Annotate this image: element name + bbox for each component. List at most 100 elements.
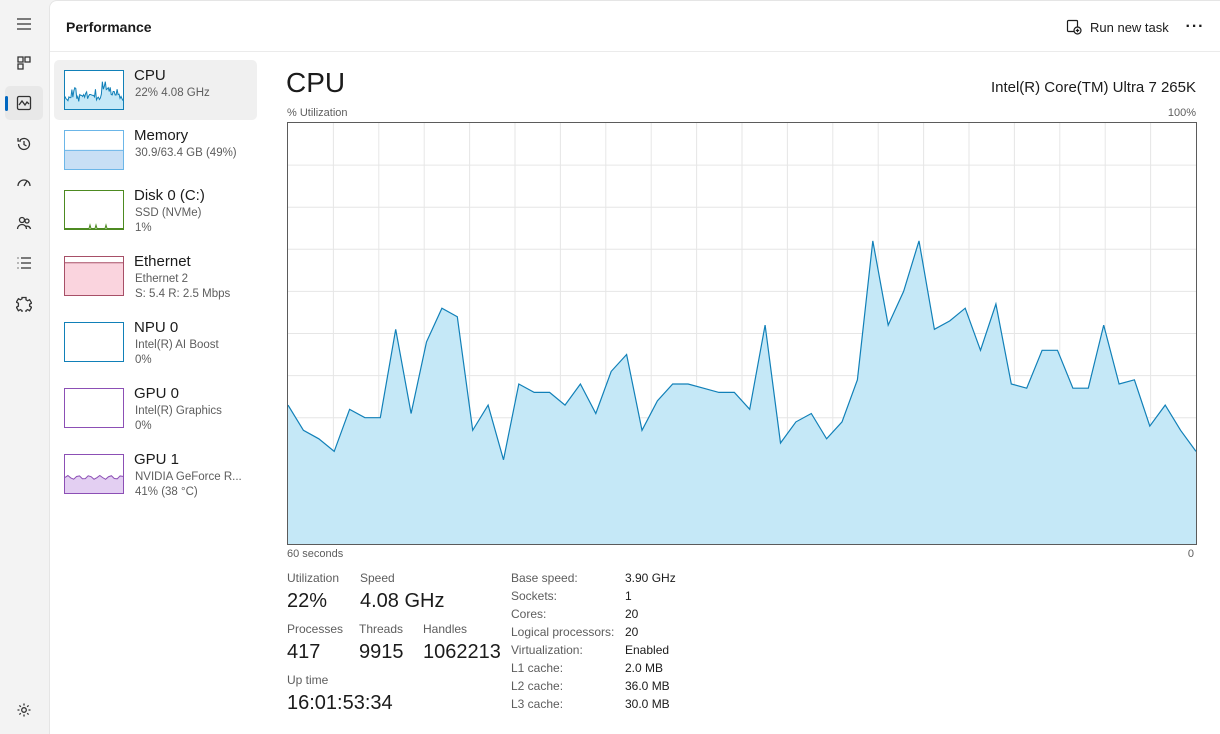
main-panel: Performance Run new task ··· CPU 22% 4.08…: [49, 0, 1220, 734]
spec-label: Base speed:: [511, 571, 578, 585]
spec-label: Cores:: [511, 607, 547, 621]
header: Performance Run new task ···: [50, 1, 1220, 52]
nav-startup-apps[interactable]: [5, 166, 43, 200]
sparkline-line: [65, 474, 123, 480]
device-detail: Ethernet 2: [135, 273, 189, 285]
startup-apps-icon: [17, 179, 31, 187]
device-detail-secondary: S: 5.4 R: 2.5 Mbps: [135, 288, 231, 300]
device-name: CPU: [134, 67, 166, 84]
device-detail: Intel(R) Graphics: [135, 405, 222, 417]
device-sparkline: [65, 323, 123, 361]
services-icon: [16, 296, 32, 312]
spec-value: 20: [625, 625, 639, 639]
device-thumbnail: [64, 256, 124, 296]
device-detail: 22% 4.08 GHz: [135, 87, 210, 99]
users-icon: [16, 216, 32, 230]
cpu-usage-area: [288, 240, 1196, 544]
more-options-icon: ···: [1185, 18, 1205, 35]
device-item-memory[interactable]: Memory 30.9/63.4 GB (49%): [54, 120, 257, 180]
spec-label: Sockets:: [511, 589, 558, 603]
device-name: NPU 0: [134, 319, 179, 336]
device-detail: 30.9/63.4 GB (49%): [135, 147, 237, 159]
spec-label: L1 cache:: [511, 661, 564, 675]
sparkline-area: [65, 81, 123, 109]
sparkline-line: [65, 81, 123, 102]
sparkline-area: [65, 150, 123, 169]
spec-value: 36.0 MB: [625, 679, 670, 693]
uptime-label: Up time: [287, 673, 329, 687]
device-item-npu-0[interactable]: NPU 0 Intel(R) AI Boost 0%: [54, 312, 257, 372]
cpu-utilization-graph: [287, 122, 1197, 545]
nav-services[interactable]: [5, 287, 43, 321]
page-title: Performance: [66, 19, 152, 35]
device-detail: Intel(R) AI Boost: [135, 339, 219, 351]
device-detail-secondary: 0%: [135, 420, 152, 432]
device-detail-secondary: 0%: [135, 354, 152, 366]
device-item-disk-0-c[interactable]: Disk 0 (C:) SSD (NVMe) 1%: [54, 180, 257, 240]
spec-value: 3.90 GHz: [625, 571, 676, 585]
y-max-label: 100%: [1167, 107, 1196, 119]
nav-details[interactable]: [5, 246, 43, 280]
device-sparkline: [65, 474, 123, 493]
sparkline-area: [65, 262, 123, 295]
app-history-icon: [17, 137, 31, 151]
device-name: GPU 1: [134, 451, 180, 468]
y-axis-label: % Utilization: [287, 107, 348, 119]
utilization-label: Utilization: [287, 571, 340, 585]
more-options-button[interactable]: ···: [1184, 14, 1206, 40]
x-left-label: 60 seconds: [287, 548, 344, 560]
device-item-ethernet[interactable]: Ethernet Ethernet 2 S: 5.4 R: 2.5 Mbps: [54, 246, 257, 306]
performance-icon: [16, 95, 32, 111]
nav-processes[interactable]: [5, 46, 43, 80]
spec-value: 30.0 MB: [625, 697, 670, 711]
processes-label: Processes: [287, 622, 344, 636]
details-icon: [17, 257, 31, 269]
nav-settings[interactable]: [5, 693, 43, 727]
run-new-task-label: Run new task: [1090, 19, 1169, 35]
device-detail-secondary: 41% (38 °C): [135, 486, 198, 498]
spec-value: 1: [625, 589, 632, 603]
cpu-title: CPU: [286, 67, 346, 98]
x-right-label: 0: [1187, 548, 1194, 560]
processes-icon: [17, 56, 31, 70]
handles-value: 1062213: [423, 641, 501, 663]
device-thumbnail: [64, 190, 124, 230]
device-detail: NVIDIA GeForce R...: [135, 471, 242, 483]
nav-app-history[interactable]: [5, 127, 43, 161]
device-name: Ethernet: [134, 253, 191, 270]
uptime-value: 16:01:53:34: [287, 692, 393, 714]
run-new-task-button[interactable]: Run new task: [1060, 14, 1175, 40]
spec-value: 2.0 MB: [625, 661, 664, 675]
spec-value: 20: [625, 607, 639, 621]
cpu-model: Intel(R) Core(TM) Ultra 7 265K: [990, 79, 1196, 96]
sparkline-line: [65, 223, 123, 229]
device-detail-secondary: 1%: [135, 222, 152, 234]
spec-label: Logical processors:: [511, 625, 615, 639]
processes-value: 417: [287, 641, 321, 663]
device-thumbnail: [64, 322, 124, 362]
device-name: Memory: [134, 127, 189, 144]
speed-label: Speed: [360, 571, 395, 585]
threads-label: Threads: [359, 622, 404, 636]
hamburger-menu-button[interactable]: [5, 7, 43, 41]
device-name: Disk 0 (C:): [134, 187, 205, 204]
device-thumbnail: [64, 388, 124, 428]
device-item-cpu[interactable]: CPU 22% 4.08 GHz: [54, 60, 257, 120]
nav-rail: [0, 0, 49, 734]
utilization-value: 22%: [287, 590, 328, 612]
cpu-graph-svg: [288, 123, 1196, 544]
nav-users[interactable]: [5, 206, 43, 240]
spec-label: L3 cache:: [511, 697, 564, 711]
device-item-gpu-0[interactable]: GPU 0 Intel(R) Graphics 0%: [54, 378, 257, 438]
device-thumbnail: [64, 454, 124, 494]
device-sparkline: [65, 149, 123, 169]
spec-value: Enabled: [625, 643, 670, 657]
nav-performance[interactable]: [5, 86, 43, 120]
sparkline-area: [65, 475, 123, 493]
device-sparkline: [65, 389, 123, 427]
threads-value: 9915: [359, 641, 404, 663]
device-thumbnail: [64, 130, 124, 170]
spec-label: L2 cache:: [511, 679, 564, 693]
device-item-gpu-1[interactable]: GPU 1 NVIDIA GeForce R... 41% (38 °C): [54, 444, 257, 504]
device-sparkline: [65, 262, 123, 295]
